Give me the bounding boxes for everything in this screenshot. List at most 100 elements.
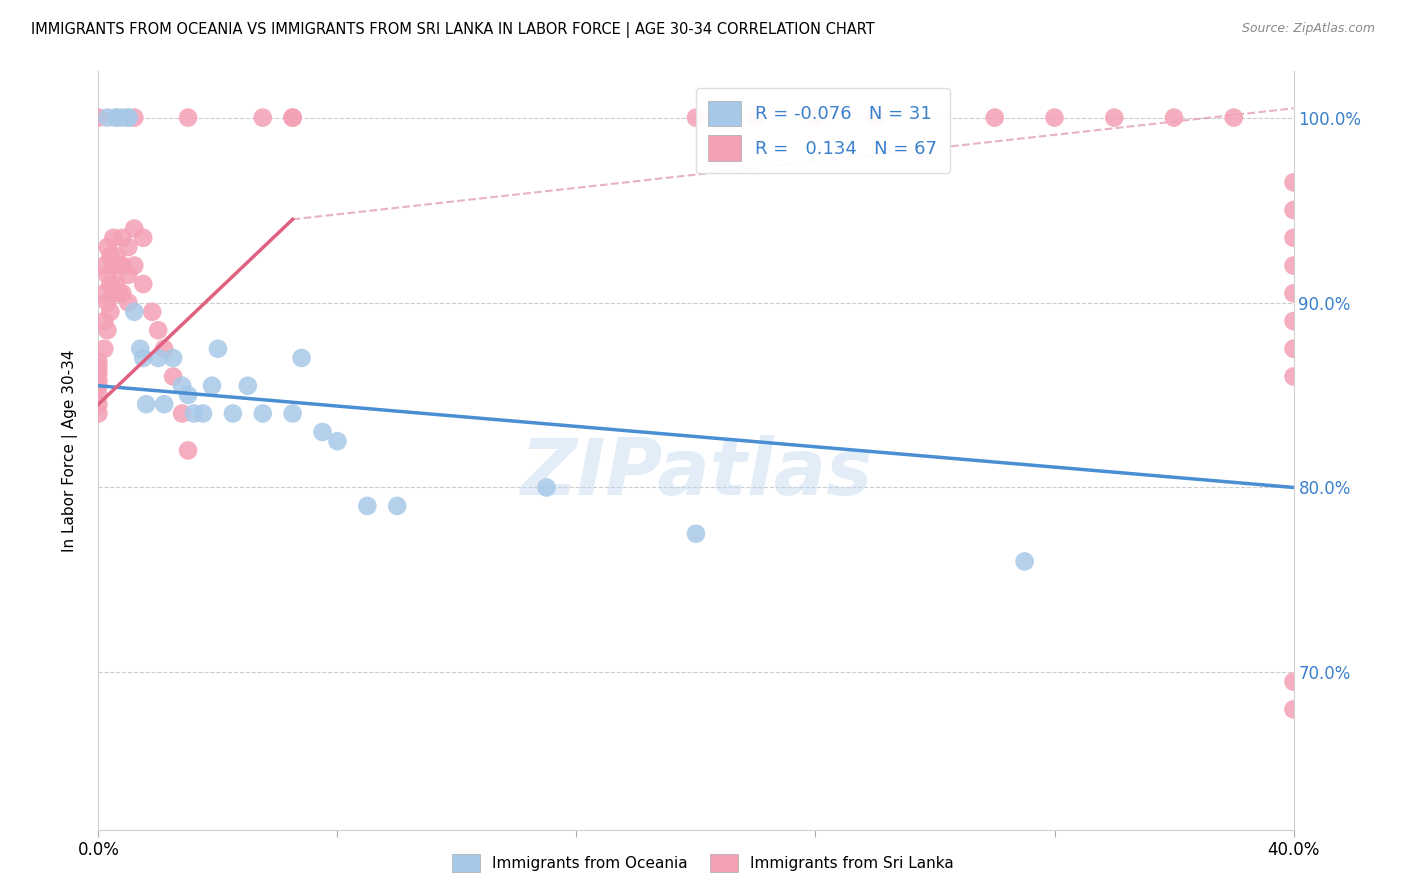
- Point: [132, 277, 155, 291]
- Point: [162, 369, 184, 384]
- Point: [111, 231, 134, 245]
- Point: [685, 526, 707, 541]
- Point: [1282, 314, 1305, 328]
- Point: [685, 111, 707, 125]
- Point: [93, 314, 115, 328]
- Point: [103, 286, 125, 301]
- Point: [1282, 369, 1305, 384]
- Point: [132, 231, 155, 245]
- Point: [129, 342, 152, 356]
- Point: [148, 323, 170, 337]
- Legend: R = -0.076   N = 31, R =   0.134   N = 67: R = -0.076 N = 31, R = 0.134 N = 67: [696, 88, 950, 173]
- Point: [1104, 111, 1126, 125]
- Point: [87, 397, 110, 411]
- Point: [103, 231, 125, 245]
- Y-axis label: In Labor Force | Age 30-34: In Labor Force | Age 30-34: [62, 349, 77, 552]
- Point: [326, 434, 349, 449]
- Point: [93, 259, 115, 273]
- Point: [108, 259, 131, 273]
- Point: [117, 111, 139, 125]
- Point: [87, 378, 110, 392]
- Point: [117, 111, 139, 125]
- Point: [108, 286, 131, 301]
- Point: [105, 111, 128, 125]
- Point: [1282, 286, 1305, 301]
- Point: [117, 240, 139, 254]
- Point: [1282, 202, 1305, 217]
- Point: [153, 397, 176, 411]
- Point: [172, 378, 194, 392]
- Legend: Immigrants from Oceania, Immigrants from Sri Lanka: Immigrants from Oceania, Immigrants from…: [444, 846, 962, 880]
- Text: Source: ZipAtlas.com: Source: ZipAtlas.com: [1241, 22, 1375, 36]
- Point: [111, 111, 134, 125]
- Point: [252, 111, 274, 125]
- Point: [135, 397, 157, 411]
- Point: [111, 286, 134, 301]
- Point: [1282, 231, 1305, 245]
- Point: [984, 111, 1007, 125]
- Point: [177, 443, 200, 458]
- Point: [207, 342, 229, 356]
- Point: [1014, 554, 1036, 568]
- Point: [96, 323, 118, 337]
- Point: [291, 351, 314, 365]
- Point: [536, 480, 558, 494]
- Point: [236, 378, 259, 392]
- Point: [93, 286, 115, 301]
- Point: [117, 295, 139, 310]
- Point: [177, 111, 200, 125]
- Point: [87, 366, 110, 380]
- Point: [172, 407, 194, 421]
- Point: [222, 407, 245, 421]
- Point: [96, 240, 118, 254]
- Point: [1223, 111, 1246, 125]
- Point: [96, 268, 118, 282]
- Point: [1282, 702, 1305, 716]
- Point: [117, 268, 139, 282]
- Point: [87, 111, 110, 125]
- Point: [103, 259, 125, 273]
- Point: [98, 305, 122, 319]
- Point: [1282, 342, 1305, 356]
- Point: [93, 342, 115, 356]
- Point: [132, 351, 155, 365]
- Point: [153, 342, 176, 356]
- Point: [281, 407, 304, 421]
- Point: [1282, 175, 1305, 189]
- Point: [105, 249, 128, 263]
- Point: [385, 499, 409, 513]
- Point: [124, 221, 146, 235]
- Point: [87, 360, 110, 375]
- Point: [356, 499, 378, 513]
- Point: [311, 425, 333, 439]
- Point: [111, 259, 134, 273]
- Point: [1282, 259, 1305, 273]
- Point: [745, 111, 768, 125]
- Point: [252, 407, 274, 421]
- Point: [281, 111, 304, 125]
- Point: [1043, 111, 1066, 125]
- Text: IMMIGRANTS FROM OCEANIA VS IMMIGRANTS FROM SRI LANKA IN LABOR FORCE | AGE 30-34 : IMMIGRANTS FROM OCEANIA VS IMMIGRANTS FR…: [31, 22, 875, 38]
- Point: [87, 407, 110, 421]
- Point: [1282, 674, 1305, 689]
- Point: [1163, 111, 1185, 125]
- Point: [105, 277, 128, 291]
- Point: [105, 111, 128, 125]
- Point: [98, 277, 122, 291]
- Point: [183, 407, 205, 421]
- Point: [148, 351, 170, 365]
- Point: [87, 373, 110, 387]
- Point: [124, 259, 146, 273]
- Point: [141, 305, 163, 319]
- Point: [87, 354, 110, 368]
- Point: [87, 388, 110, 402]
- Point: [865, 111, 887, 125]
- Point: [124, 111, 146, 125]
- Point: [96, 111, 118, 125]
- Point: [804, 111, 827, 125]
- Point: [124, 305, 146, 319]
- Point: [201, 378, 224, 392]
- Text: ZIPatlas: ZIPatlas: [520, 435, 872, 511]
- Point: [98, 249, 122, 263]
- Point: [162, 351, 184, 365]
